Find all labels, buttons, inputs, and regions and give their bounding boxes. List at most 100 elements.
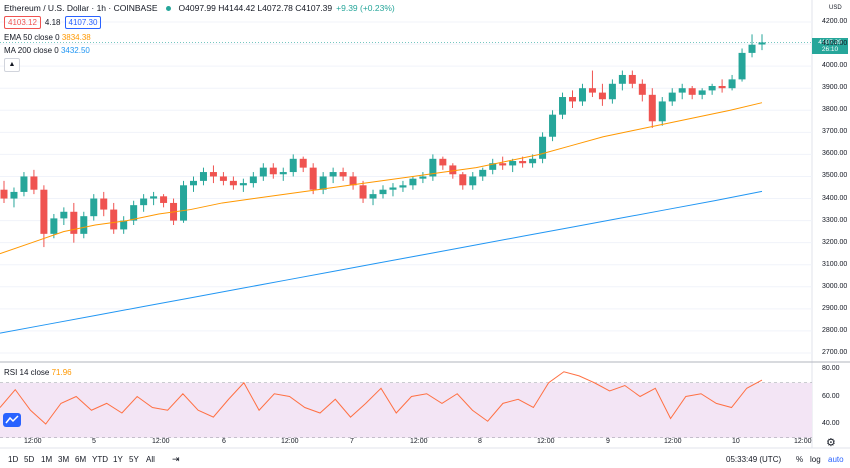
candle-body	[608, 83, 616, 100]
candle-body	[409, 178, 417, 186]
candle-body	[449, 165, 457, 175]
candle-body	[239, 183, 247, 186]
candle-body	[190, 180, 197, 186]
gear-icon[interactable]: ⚙	[826, 437, 836, 449]
buy-price-button[interactable]: 4107.30	[64, 16, 102, 29]
utc-clock[interactable]: 05:33:49 (UTC)	[726, 455, 782, 464]
time-tick-label: 12:00	[24, 438, 42, 445]
candle-body	[688, 88, 696, 95]
candle-body	[718, 85, 726, 89]
rsi-line	[0, 371, 763, 425]
chevron-up-icon[interactable]: ▲	[4, 58, 20, 72]
candle-body	[20, 176, 28, 192]
price-tick-label: 2700.00	[822, 349, 848, 356]
price-tick-label: 2800.00	[822, 326, 848, 334]
candle-body	[658, 101, 666, 122]
range-button-5d[interactable]: 5D	[24, 455, 35, 464]
ema-label: EMA 50 close 0	[4, 33, 60, 42]
range-button-all[interactable]: All	[146, 455, 155, 464]
candle-body	[628, 74, 636, 84]
price-change: +9.39 (+0.23%)	[336, 3, 395, 13]
candle-body	[319, 176, 327, 190]
rsi-tick-label: 80.00	[822, 365, 840, 372]
time-tick-label: 12:00	[537, 438, 555, 445]
log-toggle[interactable]: log	[810, 455, 821, 464]
auto-toggle[interactable]: auto	[828, 455, 844, 464]
tradingview-logo-icon[interactable]	[3, 413, 21, 427]
bar-countdown: 26:10	[821, 46, 839, 53]
spread-value: 4.18	[44, 18, 61, 27]
candle-body	[648, 94, 656, 122]
candle-body	[349, 176, 357, 186]
price-tick-label: 4100.00	[822, 40, 848, 48]
candle-body	[10, 191, 18, 199]
candle-body	[180, 185, 188, 221]
candle-body	[289, 158, 297, 173]
price-tick-label: 3600.00	[822, 150, 848, 158]
range-button-6m[interactable]: 6M	[75, 455, 87, 464]
time-tick-label: 7	[350, 438, 354, 445]
price-tick-label: 4000.00	[822, 62, 848, 70]
candle-body	[578, 88, 586, 102]
candle-body	[269, 167, 277, 175]
time-tick-label: 8	[478, 438, 482, 445]
price-tick-label: 3500.00	[822, 172, 848, 180]
candle-body	[389, 187, 397, 190]
candle-body	[70, 211, 78, 234]
candle-body	[150, 196, 158, 199]
range-button-1m[interactable]: 1M	[41, 455, 53, 464]
symbol-header: Ethereum / U.S. Dollar · 1h · COINBASE O…	[4, 3, 395, 13]
candle-body	[219, 176, 227, 181]
range-button-1y[interactable]: 1Y	[113, 455, 123, 464]
ma-legend[interactable]: MA 200 close 0 3432.50	[4, 46, 90, 55]
ema-line	[0, 102, 763, 255]
trade-row: 4103.12 4.18 4107.30	[4, 16, 102, 29]
candle-body	[549, 114, 557, 137]
rsi-legend[interactable]: RSI 14 close 71.96	[4, 368, 72, 377]
goto-date-icon[interactable]: ⇥	[172, 454, 180, 464]
candle-body	[529, 158, 537, 164]
sell-price-button[interactable]: 4103.12	[4, 16, 41, 29]
candle-body	[459, 174, 467, 186]
ohlc-values: O4097.99 H4144.42 L4072.78 C4107.39	[178, 3, 333, 13]
rsi-tick-label: 60.00	[822, 392, 840, 400]
price-tick-label: 4200.00	[822, 18, 848, 25]
range-button-5y[interactable]: 5Y	[129, 455, 139, 464]
candle-body	[379, 189, 387, 195]
currency-label[interactable]: USD	[829, 5, 842, 11]
price-tick-label: 3400.00	[822, 194, 848, 202]
range-button-1d[interactable]: 1D	[8, 455, 19, 464]
candle-body	[728, 79, 736, 89]
candle-body	[748, 44, 756, 53]
time-tick-label: 12:00	[410, 438, 428, 445]
ema-legend[interactable]: EMA 50 close 0 3834.38	[4, 33, 91, 42]
candle-body	[279, 172, 287, 175]
candle-body	[479, 169, 487, 177]
percent-toggle[interactable]: %	[796, 455, 804, 464]
time-tick-label: 12:00	[664, 438, 682, 445]
price-tick-label: 3900.00	[822, 84, 848, 92]
candle-body	[309, 167, 317, 190]
rsi-label: RSI 14 close	[4, 368, 50, 377]
candle-body	[80, 216, 88, 234]
candle-body	[598, 92, 606, 100]
candle-body	[618, 74, 626, 84]
candle-body	[489, 163, 497, 170]
candle-body	[40, 189, 48, 234]
ma-line	[0, 190, 763, 334]
symbol-title[interactable]: Ethereum / U.S. Dollar · 1h · COINBASE	[4, 3, 158, 13]
candle-body	[110, 209, 118, 230]
candle-body	[60, 211, 68, 219]
time-tick-label: 12:00	[281, 438, 299, 445]
ema-value: 3834.38	[61, 33, 91, 42]
candle-body	[708, 85, 716, 91]
last-price: 4107.39	[818, 39, 842, 46]
candle-body	[439, 158, 447, 166]
range-button-ytd[interactable]: YTD	[92, 455, 108, 464]
range-button-3m[interactable]: 3M	[58, 455, 70, 464]
candle-body	[259, 167, 267, 177]
time-tick-label: 12:00	[152, 438, 170, 445]
candle-body	[638, 83, 646, 95]
candle-body	[209, 172, 217, 177]
